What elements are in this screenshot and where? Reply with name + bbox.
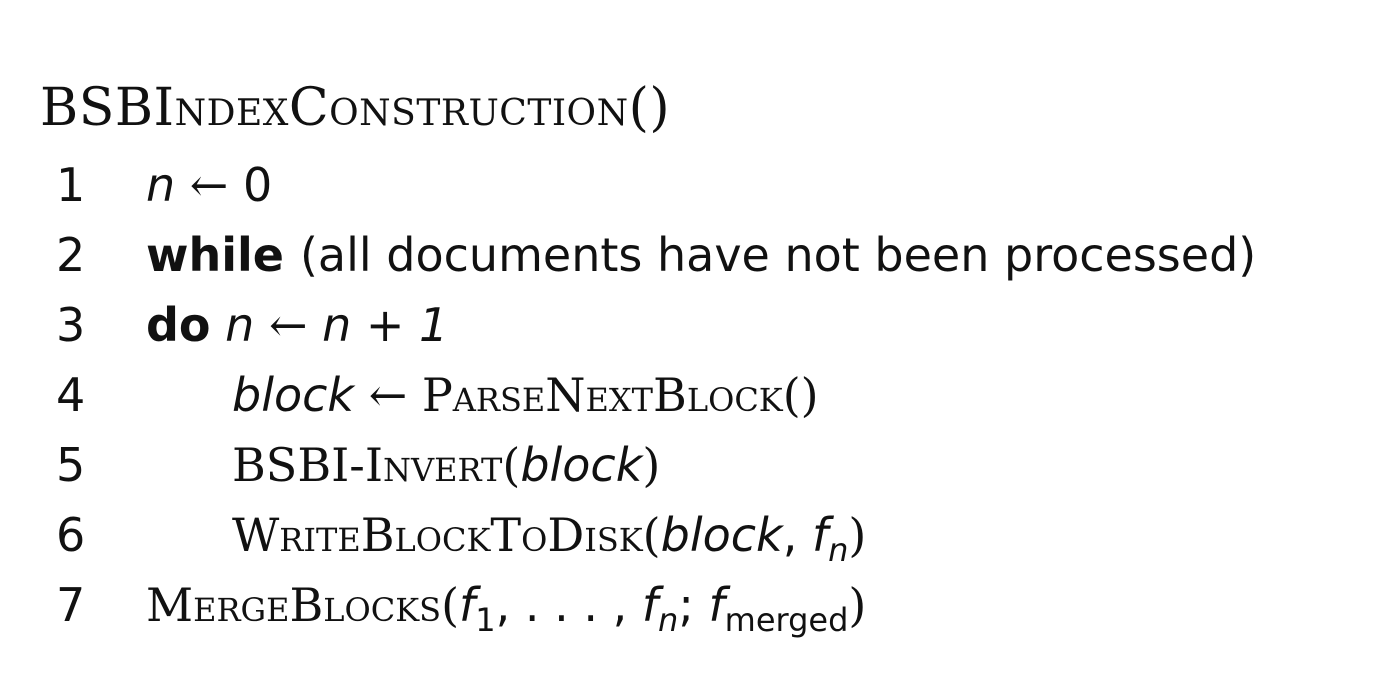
proc-write-block-to-disk: WriteBlockToDisk [232, 508, 643, 562]
algorithm-line-6: 6 WriteBlockToDisk(block, fn) [40, 500, 1340, 570]
line-number-2: 2 [56, 228, 86, 282]
arg-f-subscript: n [828, 531, 849, 569]
var-n: n [225, 298, 255, 352]
line-5-content: BSBI-Invert(block) [232, 438, 661, 492]
arg-fn: f [641, 578, 659, 632]
ellipsis: , . . . , [495, 578, 628, 632]
algorithm-title: BSBIndexConstruction() [40, 66, 1340, 150]
line-number-6: 6 [56, 508, 86, 562]
value-zero: 0 [242, 158, 273, 212]
line-2-content: while (all documents have not been proces… [146, 220, 1256, 290]
arg-fmerged-subscript: merged [724, 601, 849, 639]
arg-f1-subscript: 1 [475, 601, 496, 639]
line-number-7: 7 [56, 578, 86, 632]
keyword-while: while [146, 228, 284, 282]
line-number-1: 1 [56, 158, 86, 212]
arg-fmerged: f [708, 578, 725, 632]
line-number-4: 4 [56, 368, 86, 422]
assign-arrow: ← [368, 368, 408, 422]
call-parse-next-block: ParseNextBlock() [421, 368, 819, 422]
arg-f: f [811, 508, 829, 562]
assign-arrow: ← [268, 298, 308, 352]
line-number-3: 3 [56, 298, 86, 352]
var-n: n [146, 158, 176, 212]
proc-merge-blocks: MergeBlocks [146, 578, 442, 632]
increment-expression: n + 1 [322, 298, 449, 352]
title-text: BSBIndexConstruction() [40, 78, 671, 138]
line-1-content: n ← 0 [146, 150, 272, 220]
keyword-do: do [146, 298, 211, 352]
arg-block: block [660, 508, 783, 562]
arg-fn-subscript: n [658, 601, 679, 639]
algorithm-line-7: 7 MergeBlocks(f1, . . . , fn; fmerged) [40, 570, 1340, 640]
line-number-5: 5 [56, 438, 86, 492]
line-6-content: WriteBlockToDisk(block, fn) [232, 508, 867, 569]
var-block: block [232, 368, 355, 422]
algorithm-line-3: 3 do n ← n + 1 [40, 290, 1340, 360]
arg-block: block [520, 438, 643, 492]
line-3-content: do n ← n + 1 [146, 290, 448, 360]
algorithm-line-5: 5 BSBI-Invert(block) [40, 430, 1340, 500]
algorithm-block: BSBIndexConstruction() 1 n ← 0 2 while (a… [40, 66, 1340, 640]
algorithm-line-4: 4 block ← ParseNextBlock() [40, 360, 1340, 430]
line-7-content: MergeBlocks(f1, . . . , fn; fmerged) [146, 578, 867, 639]
line-4-content: block ← ParseNextBlock() [232, 360, 819, 430]
algorithm-line-1: 1 n ← 0 [40, 150, 1340, 220]
assign-arrow: ← [189, 158, 229, 212]
algorithm-line-2: 2 while (all documents have not been proc… [40, 220, 1340, 290]
arg-f1: f [459, 578, 476, 632]
while-condition: (all documents have not been processed) [299, 228, 1257, 282]
proc-bsbi-invert: BSBI-Invert [232, 438, 503, 492]
